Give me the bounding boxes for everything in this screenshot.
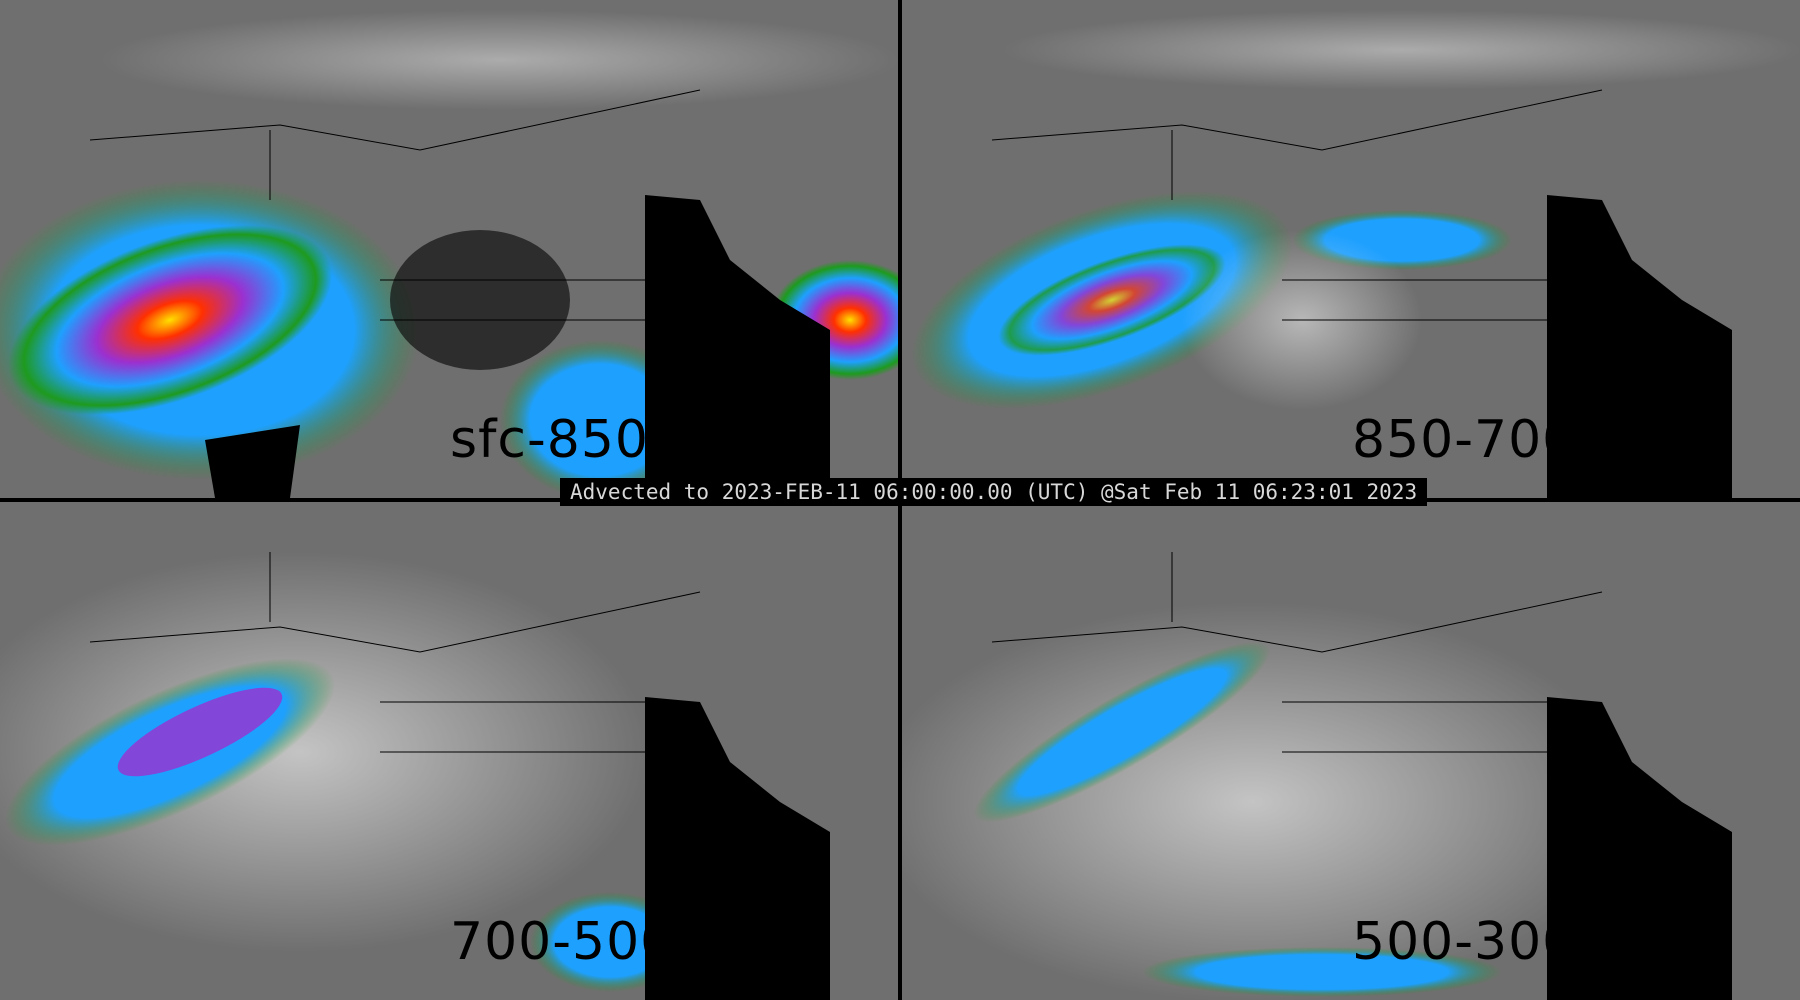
panel-label: 700-500: [450, 912, 675, 972]
panel-850-700: 850-700: [902, 0, 1800, 498]
map-850-700: [902, 0, 1800, 498]
panel-label: sfc-850: [450, 410, 650, 470]
panel-700-500: 700-500: [0, 502, 898, 1000]
advection-timestamp-caption: Advected to 2023-FEB-11 06:00:00.00 (UTC…: [560, 478, 1428, 506]
mask-region: [645, 195, 830, 498]
panel-500-300: 500-300: [902, 502, 1800, 1000]
map-500-300: [902, 502, 1800, 1000]
panel-label: 500-300: [1352, 912, 1577, 972]
panel-sfc-850: sfc-850: [0, 0, 898, 498]
map-700-500: [0, 502, 898, 1000]
panel-label: 850-700: [1352, 410, 1577, 470]
map-sfc-850: [0, 0, 898, 498]
